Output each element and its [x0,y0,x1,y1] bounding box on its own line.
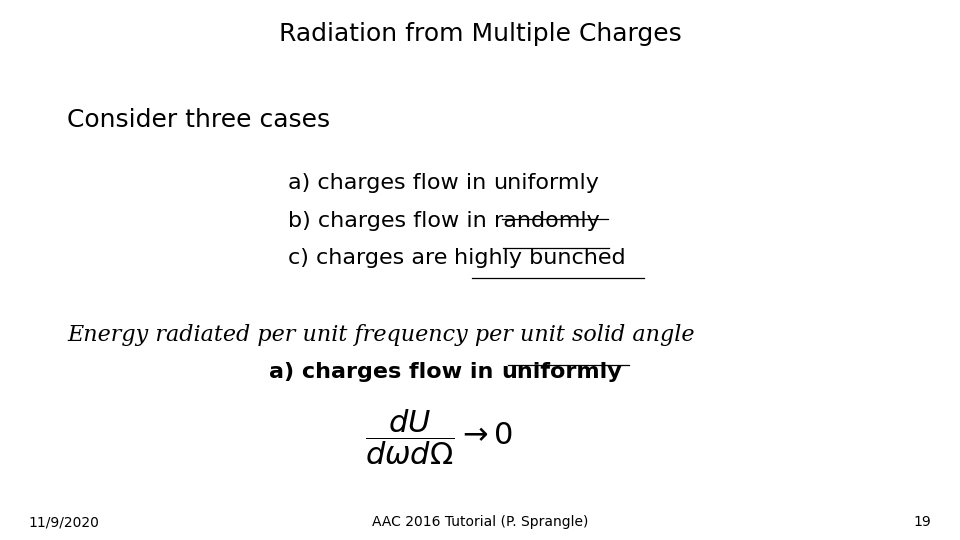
Text: uniformly: uniformly [501,362,622,382]
Text: AAC 2016 Tutorial (P. Sprangle): AAC 2016 Tutorial (P. Sprangle) [372,515,588,529]
Text: a) charges flow in: a) charges flow in [288,173,493,193]
Text: randomly: randomly [493,211,600,231]
Text: 19: 19 [914,515,931,529]
Text: highly bunched: highly bunched [454,248,626,268]
Text: 11/9/2020: 11/9/2020 [29,515,100,529]
Text: Radiation from Multiple Charges: Radiation from Multiple Charges [278,22,682,45]
Text: Consider three cases: Consider three cases [67,108,330,132]
Text: $\dfrac{dU}{d\omega d\Omega} \rightarrow 0$: $\dfrac{dU}{d\omega d\Omega} \rightarrow… [365,408,513,467]
Text: Energy radiated per unit frequency per unit solid angle: Energy radiated per unit frequency per u… [67,324,695,346]
Text: c) charges are: c) charges are [288,248,454,268]
Text: uniformly: uniformly [493,173,599,193]
Text: a) charges flow in: a) charges flow in [269,362,501,382]
Text: b) charges flow in: b) charges flow in [288,211,493,231]
